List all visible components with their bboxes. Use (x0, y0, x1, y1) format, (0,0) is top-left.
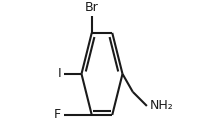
Text: NH₂: NH₂ (149, 99, 173, 112)
Text: I: I (57, 67, 61, 80)
Text: Br: Br (85, 1, 99, 14)
Text: F: F (54, 108, 61, 121)
